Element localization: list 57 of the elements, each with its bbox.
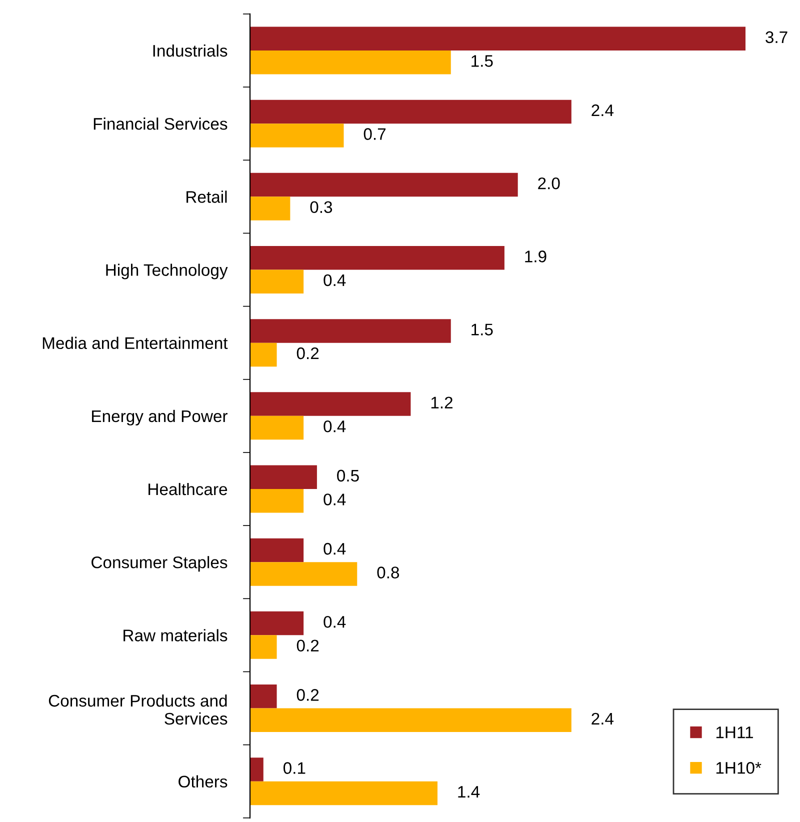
y-tick-label: Consumer Products and Services <box>48 694 228 725</box>
data-label: 1.4 <box>458 786 480 798</box>
data-label: 0.4 <box>324 420 346 432</box>
bar <box>250 416 304 440</box>
bar <box>250 342 277 367</box>
y-tick-label: Raw materials <box>124 629 228 642</box>
y-tick-label: Media and Entertainment <box>42 336 228 350</box>
bar <box>250 635 277 659</box>
data-label: 3.7 <box>766 31 788 44</box>
y-tick-label: Retail <box>186 190 227 203</box>
data-label: 0.4 <box>324 542 346 555</box>
legend-label: 1H10* <box>716 762 762 774</box>
y-tick-label: Consumer Staples <box>92 556 228 572</box>
y-tick-label: Industrials <box>153 44 228 57</box>
data-label: 0.4 <box>324 616 346 628</box>
data-label: 1.5 <box>472 324 493 336</box>
data-label: 0.2 <box>296 640 319 652</box>
bar <box>250 319 451 343</box>
bar <box>250 684 277 708</box>
bar <box>250 708 572 732</box>
bar <box>250 392 411 416</box>
y-tick-label: Financial Services <box>94 118 228 130</box>
data-label: 0.4 <box>324 274 346 286</box>
data-label: 0.5 <box>337 470 359 482</box>
y-tick-label: Others <box>178 775 228 788</box>
bar <box>250 611 304 636</box>
y-tick-label: Energy and Power <box>92 410 228 426</box>
bar <box>250 100 572 124</box>
bar <box>250 124 344 148</box>
data-label: 1.9 <box>525 250 546 262</box>
data-label: 0.2 <box>296 689 319 701</box>
bar <box>250 781 438 806</box>
data-label: 0.7 <box>364 128 386 140</box>
y-tick-label: High Technology <box>106 264 228 280</box>
bar <box>250 196 290 220</box>
bar <box>250 758 264 782</box>
bar <box>250 489 304 513</box>
data-label: 1.2 <box>431 396 452 408</box>
data-label: 0.1 <box>283 762 306 774</box>
data-label: 0.3 <box>310 201 332 214</box>
data-label: 0.8 <box>377 566 400 578</box>
data-label: 1.5 <box>472 55 493 67</box>
y-tick-label: Healthcare <box>148 482 228 496</box>
data-label: 0.2 <box>296 347 319 360</box>
bar <box>250 50 451 74</box>
legend-label: 1H11 <box>716 726 753 738</box>
data-label: 0.4 <box>324 494 346 506</box>
bar <box>250 26 746 51</box>
bar <box>250 562 358 586</box>
bar <box>250 172 518 197</box>
data-label: 2.0 <box>538 177 560 190</box>
bar <box>250 465 317 490</box>
data-label: 2.4 <box>592 712 614 724</box>
bar <box>250 270 304 294</box>
bar <box>250 538 304 562</box>
bar <box>250 246 504 270</box>
data-label: 2.4 <box>592 104 614 116</box>
